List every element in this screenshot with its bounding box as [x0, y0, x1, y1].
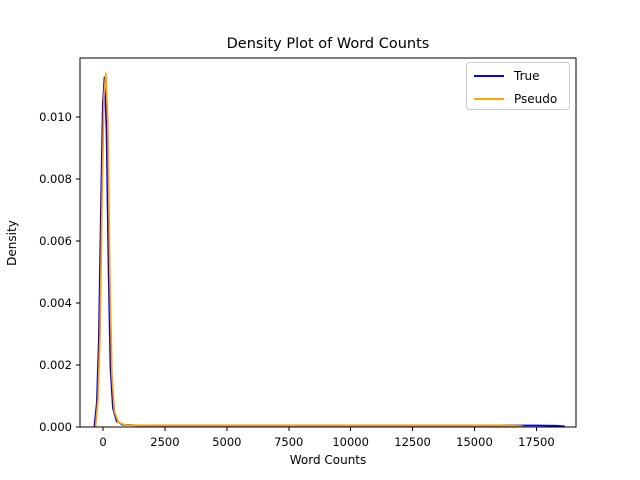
chart-title: Density Plot of Word Counts	[227, 36, 430, 52]
x-tick-label: 10000	[332, 435, 369, 449]
legend-label-pseudo: Pseudo	[514, 92, 557, 106]
x-tick-label: 12500	[394, 435, 431, 449]
x-tick-label: 5000	[212, 435, 241, 449]
legend-box	[466, 62, 570, 110]
x-tick-label: 7500	[274, 435, 303, 449]
series-lines	[93, 72, 565, 428]
series-line-pseudo	[94, 72, 523, 427]
y-tick-label: 0.010	[39, 110, 72, 124]
y-axis-ticks: 0.000 0.002 0.004 0.006 0.008 0.010	[39, 110, 80, 434]
x-axis-label: Word Counts	[290, 453, 367, 467]
y-axis-label: Density	[5, 220, 19, 266]
series-line-true	[93, 76, 565, 428]
legend-label-true: True	[513, 69, 540, 83]
y-tick-label: 0.004	[39, 296, 72, 310]
y-tick-label: 0.000	[39, 420, 72, 434]
x-tick-label: 15000	[456, 435, 493, 449]
x-tick-label: 17500	[518, 435, 555, 449]
y-tick-label: 0.006	[39, 234, 72, 248]
x-tick-label: 0	[99, 435, 106, 449]
y-tick-label: 0.002	[39, 358, 72, 372]
x-axis-ticks: 0 2500 5000 7500 10000 12500 15000 17500	[99, 427, 555, 449]
y-tick-label: 0.008	[39, 172, 72, 186]
x-tick-label: 2500	[150, 435, 179, 449]
legend: True Pseudo	[466, 62, 570, 110]
plot-border	[79, 57, 577, 428]
axes-spines	[79, 57, 577, 428]
